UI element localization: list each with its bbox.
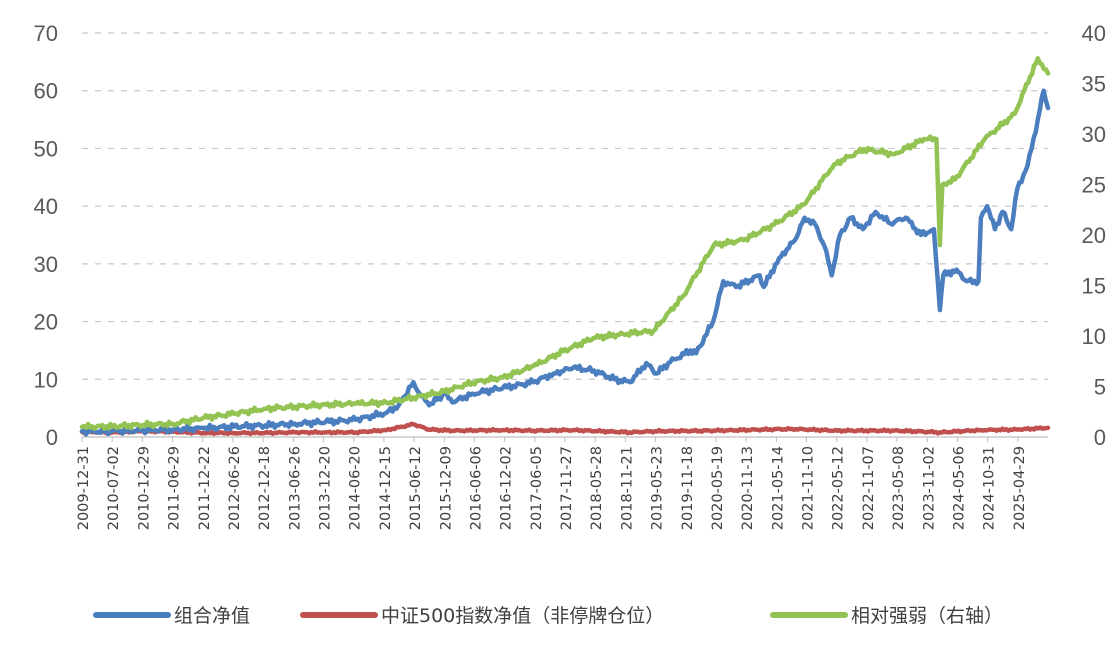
- legend-label: 相对强弱（右轴）: [851, 605, 1003, 627]
- x-tick-label: 2025-04-29: [1012, 446, 1028, 530]
- x-tick-label: 2010-07-02: [106, 446, 122, 530]
- x-tick-label: 2024-10-31: [982, 446, 998, 530]
- x-tick-label: 2009-12-31: [76, 446, 92, 530]
- y-right-tick-label: 5: [1094, 375, 1106, 400]
- y-right-tick-label: 40: [1082, 21, 1106, 46]
- y-left-tick-label: 20: [34, 310, 58, 335]
- x-tick-label: 2014-06-20: [348, 446, 364, 530]
- x-tick-label: 2023-11-02: [921, 446, 937, 530]
- x-tick-label: 2017-11-27: [559, 446, 575, 530]
- series-lines: [79, 56, 1051, 437]
- series-line-2: [79, 56, 1051, 431]
- x-tick-label: 2015-06-12: [408, 446, 424, 530]
- series-line-0: [79, 88, 1051, 437]
- legend-label: 组合净值: [174, 605, 250, 627]
- x-tick-label: 2010-12-29: [136, 446, 152, 530]
- x-tick-label: 2011-06-29: [167, 446, 183, 530]
- y-right-tick-label: 0: [1094, 425, 1106, 450]
- y-left-tick-label: 10: [34, 367, 58, 392]
- series-line-1: [79, 421, 1051, 437]
- x-tick-label: 2012-06-26: [227, 446, 243, 530]
- x-axis: 2009-12-31 2010-07-02 2010-12-29 2011-06-29…: [76, 437, 1028, 530]
- x-tick-label: 2020-05-19: [710, 446, 726, 530]
- x-tick-label: 2024-05-06: [951, 446, 967, 530]
- x-tick-label: 2019-05-23: [650, 446, 666, 530]
- x-tick-label: 2021-05-14: [770, 446, 786, 530]
- x-tick-label: 2016-06-06: [468, 446, 484, 530]
- y-left-tick-label: 30: [34, 252, 58, 277]
- x-tick-label: 2018-11-21: [619, 446, 635, 530]
- x-tick-label: 2021-11-10: [801, 446, 817, 530]
- y-right-tick-label: 10: [1082, 324, 1106, 349]
- y-left-tick-label: 40: [34, 194, 58, 219]
- y-right-tick-label: 25: [1082, 173, 1106, 198]
- y-right-tick-label: 30: [1082, 122, 1106, 147]
- x-tick-label: 2016-12-02: [499, 446, 515, 530]
- x-tick-label: 2013-06-26: [287, 446, 303, 530]
- gridlines: [82, 32, 1048, 380]
- legend: 组合净值 中证500指数净值（非停牌仓位） 相对强弱（右轴）: [93, 605, 1003, 627]
- y-right-tick-label: 35: [1082, 72, 1106, 97]
- left-y-axis: 0 10 20 30 40 50 60 70: [34, 21, 58, 450]
- y-left-tick-label: 50: [34, 136, 58, 161]
- x-tick-label: 2020-11-13: [740, 446, 756, 530]
- x-tick-label: 2022-11-07: [861, 446, 877, 530]
- x-tick-label: 2019-11-18: [680, 446, 696, 530]
- y-right-tick-label: 20: [1082, 223, 1106, 248]
- legend-label: 中证500指数净值（非停牌仓位）: [381, 605, 664, 627]
- x-tick-label: 2014-12-15: [378, 446, 394, 530]
- x-tick-label: 2011-12-22: [197, 446, 213, 530]
- x-tick-label: 2012-12-18: [257, 446, 273, 530]
- x-tick-label: 2018-05-28: [589, 446, 605, 530]
- y-left-tick-label: 70: [34, 21, 58, 46]
- x-tick-label: 2015-12-09: [438, 446, 454, 530]
- y-left-tick-label: 60: [34, 79, 58, 104]
- x-tick-label: 2022-05-12: [831, 446, 847, 530]
- right-y-axis: 0 5 10 15 20 25 30 35 40: [1082, 21, 1106, 450]
- x-tick-label: 2017-06-05: [529, 446, 545, 530]
- y-right-tick-label: 15: [1082, 274, 1106, 299]
- y-left-tick-label: 0: [46, 425, 58, 450]
- x-tick-label: 2023-05-08: [891, 446, 907, 530]
- x-tick-label: 2013-12-20: [318, 446, 334, 530]
